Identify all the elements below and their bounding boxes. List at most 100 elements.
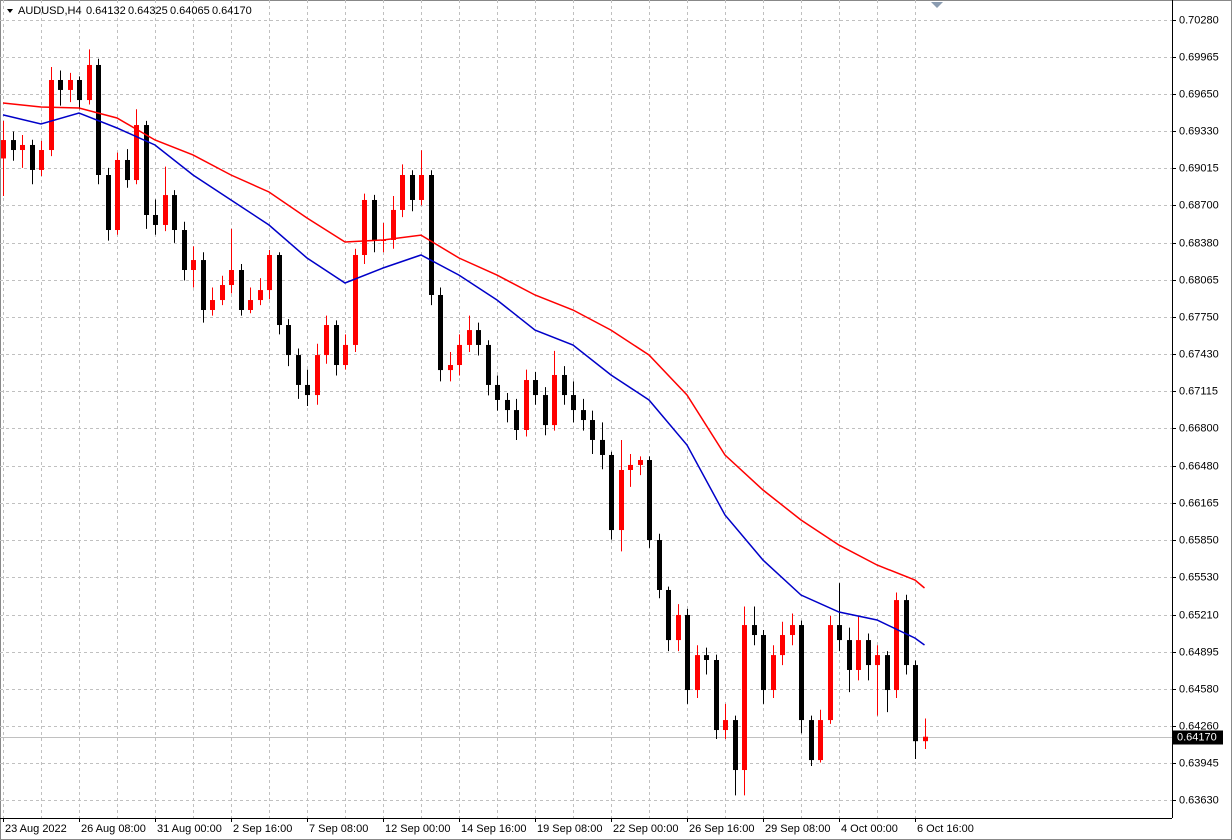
y-tick-label: 0.67750 [1179, 311, 1219, 323]
y-tick-label: 0.69330 [1179, 125, 1219, 137]
candle-body [77, 79, 82, 101]
y-tick-label: 0.66480 [1179, 460, 1219, 472]
symbol-title: AUDUSD,H4 [18, 5, 82, 17]
y-tick-label: 0.65210 [1179, 609, 1219, 621]
candle-body [400, 175, 405, 210]
candle-body [220, 285, 225, 301]
y-tick-label: 0.68700 [1179, 199, 1219, 211]
candle-body [657, 540, 662, 590]
candle-body [419, 175, 424, 200]
shift-marker [931, 2, 943, 8]
candle-body [334, 325, 339, 366]
menu-arrow [7, 9, 13, 13]
y-tick-label: 0.68380 [1179, 237, 1219, 249]
candle-body [619, 469, 624, 531]
candle-body [163, 195, 168, 225]
candle-body [267, 254, 272, 291]
y-tick-label: 0.68065 [1179, 274, 1219, 286]
candle-body [457, 344, 462, 366]
candle-body [533, 380, 538, 396]
candle-body [87, 64, 92, 101]
candle-body [571, 395, 576, 411]
x-tick-label: 19 Sep 08:00 [537, 823, 602, 835]
y-tick-label: 0.65530 [1179, 571, 1219, 583]
candle-body [799, 625, 804, 721]
candle-body [315, 355, 320, 396]
candle-body [543, 395, 548, 426]
y-tick-label: 0.70280 [1179, 14, 1219, 26]
candle-body [562, 374, 567, 396]
candle-body [514, 410, 519, 430]
x-tick-label: 6 Oct 16:00 [917, 823, 974, 835]
moving-average [2, 112, 925, 646]
candle-body [828, 625, 833, 721]
candle-body [182, 230, 187, 271]
candle-body [923, 736, 928, 742]
candle-body [467, 330, 472, 345]
candle-body [638, 460, 643, 465]
quote-open: 0.64132 [86, 5, 126, 17]
quote-high: 0.64325 [128, 5, 168, 17]
candle-body [856, 640, 861, 670]
candle-body [904, 600, 909, 666]
candle-body [296, 355, 301, 385]
candle-body [837, 625, 842, 641]
candle-body [647, 460, 652, 541]
candle-body [229, 270, 234, 286]
candle-body [885, 655, 890, 691]
candle-body [761, 635, 766, 691]
candle-body [391, 209, 396, 240]
candle-body [714, 660, 719, 731]
candle-body [49, 79, 54, 151]
candle-body [39, 150, 44, 170]
candle-body [115, 159, 120, 231]
candle-body [362, 199, 367, 255]
candle-body [58, 79, 63, 90]
y-tick-label: 0.65850 [1179, 534, 1219, 546]
candle-body [704, 655, 709, 661]
candle-body [429, 175, 434, 295]
y-tick-label: 0.63630 [1179, 794, 1219, 806]
candle-body [210, 300, 215, 311]
candle-body [628, 464, 633, 470]
candle-body [153, 214, 158, 225]
candle-body [809, 720, 814, 761]
candle-body [733, 720, 738, 771]
moving-average [2, 102, 925, 589]
y-tick-label: 0.64260 [1179, 720, 1219, 732]
candle-body [286, 325, 291, 356]
candle-body [30, 144, 35, 170]
candle-body [172, 195, 177, 231]
candle-body [239, 270, 244, 311]
quote-close: 0.64170 [212, 5, 252, 17]
candle-body [752, 625, 757, 636]
current-price-label: 0.64170 [1177, 731, 1217, 743]
candle-body [410, 175, 415, 200]
candle-body [486, 344, 491, 385]
candle-body [372, 199, 377, 240]
y-tick-label: 0.67115 [1179, 385, 1218, 397]
candle-body [438, 294, 443, 371]
candle-body [723, 720, 728, 731]
y-tick-label: 0.69650 [1179, 88, 1219, 100]
y-tick-label: 0.67430 [1179, 348, 1219, 360]
candle-body [695, 655, 700, 691]
candle-body [201, 260, 206, 311]
candle-body [353, 254, 358, 345]
candle-body [191, 260, 196, 271]
x-tick-label: 26 Sep 16:00 [689, 823, 754, 835]
candle-body [685, 614, 690, 691]
candle-body [676, 614, 681, 641]
candle-body [780, 635, 785, 656]
x-tick-label: 14 Sep 16:00 [461, 823, 526, 835]
candle-body [343, 344, 348, 366]
x-tick-label: 2 Sep 16:00 [233, 823, 292, 835]
y-tick-label: 0.64580 [1179, 683, 1219, 695]
candle-body [248, 300, 253, 311]
current-price-box [1173, 730, 1223, 745]
candle-body [106, 175, 111, 231]
candle-body [324, 325, 329, 356]
candle-body [495, 384, 500, 400]
